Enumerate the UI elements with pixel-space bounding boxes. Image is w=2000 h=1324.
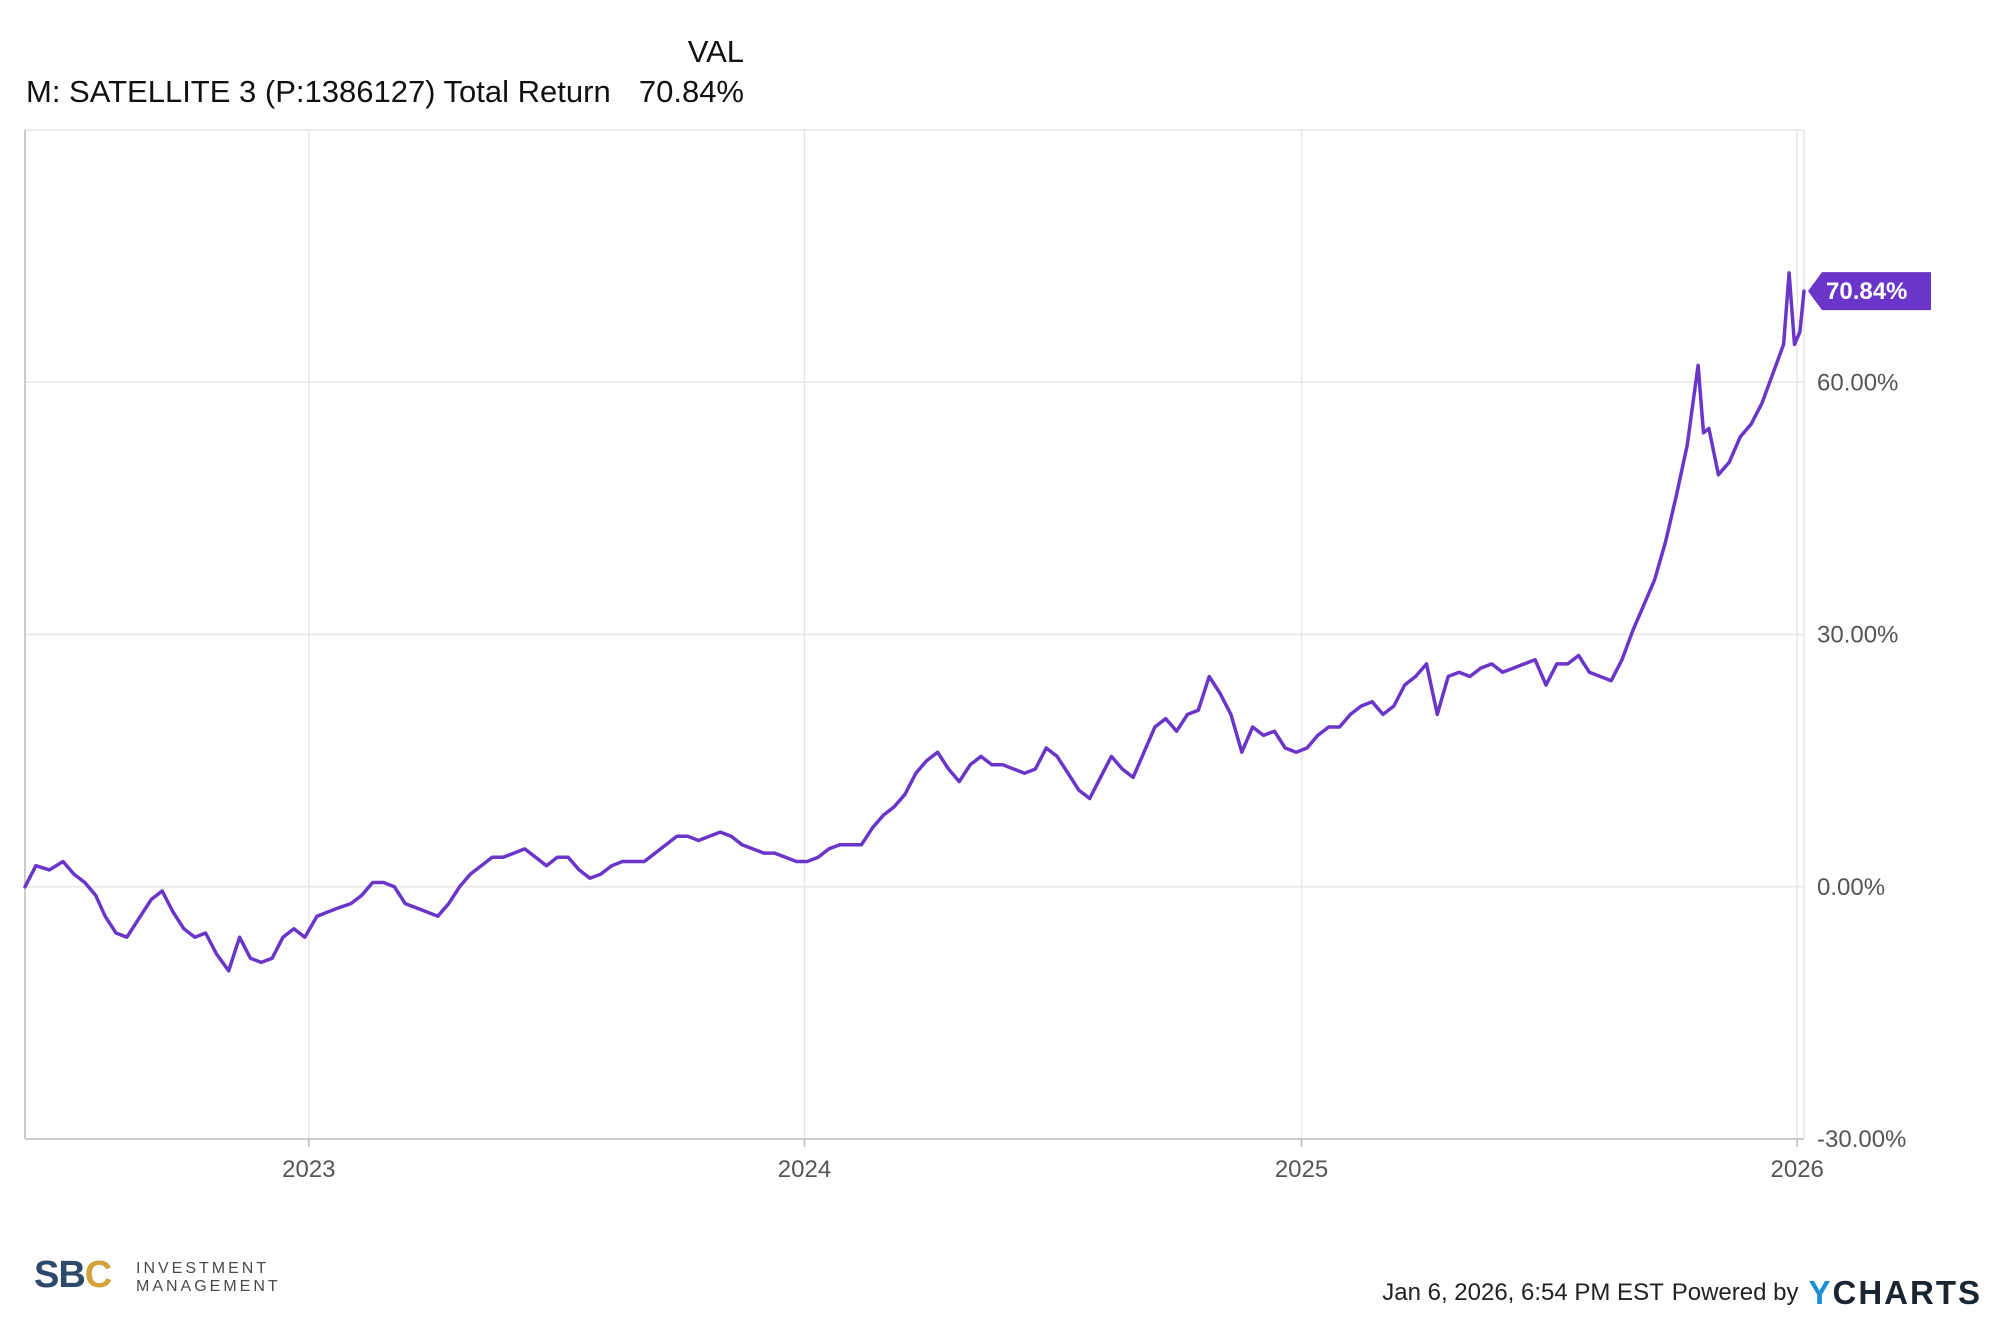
footer-timestamp: Jan 6, 2026, 6:54 PM EST	[1382, 1279, 1664, 1306]
legend-column-header: VAL	[687, 34, 744, 69]
x-tick-label: 2023	[282, 1156, 335, 1183]
ycharts-logo[interactable]: YCHARTS	[1808, 1274, 1982, 1312]
y-tick-label: 30.00%	[1817, 622, 1898, 649]
ycharts-logo-y: Y	[1808, 1274, 1833, 1311]
logo-management-text: MANAGEMENT	[136, 1278, 281, 1295]
x-tick-label: 2026	[1771, 1156, 1824, 1183]
footer: Jan 6, 2026, 6:54 PM EST Powered by YCHA…	[1382, 1274, 1982, 1312]
y-tick-label: -30.00%	[1817, 1126, 1906, 1153]
logo-c-text: C	[84, 1254, 112, 1296]
axes	[24, 130, 1804, 1147]
logo-sb-text: SB	[34, 1254, 86, 1296]
ycharts-logo-text: CHARTS	[1832, 1274, 1982, 1311]
tick-labels: -30.00% 0.00% 30.00% 60.00% 2023 2024 2025 2026	[282, 369, 1906, 1183]
y-tick-label: 60.00%	[1817, 369, 1898, 396]
legend-series-value: 70.84%	[638, 74, 744, 109]
end-value-label: 70.84%	[1826, 278, 1907, 305]
x-tick-label: 2024	[778, 1156, 831, 1183]
legend-row: M: SATELLITE 3 (P:1386127) Total Return …	[26, 74, 744, 110]
footer-powered-by: Powered by	[1671, 1279, 1799, 1306]
series-layer: 70.84%	[23, 271, 1931, 973]
x-tick-label: 2025	[1275, 1156, 1328, 1183]
end-value-badge	[1808, 272, 1931, 311]
logo-wordmark: SBC	[34, 1254, 112, 1297]
sbc-logo: SBC INVESTMENT MANAGEMENT	[34, 1234, 294, 1300]
legend-series-label: M: SATELLITE 3 (P:1386127) Total Return	[26, 74, 611, 109]
series-line	[23, 271, 1806, 973]
grid-lines	[25, 129, 1805, 1139]
y-tick-label: 0.00%	[1817, 874, 1885, 901]
logo-investment-text: INVESTMENT	[136, 1260, 270, 1277]
